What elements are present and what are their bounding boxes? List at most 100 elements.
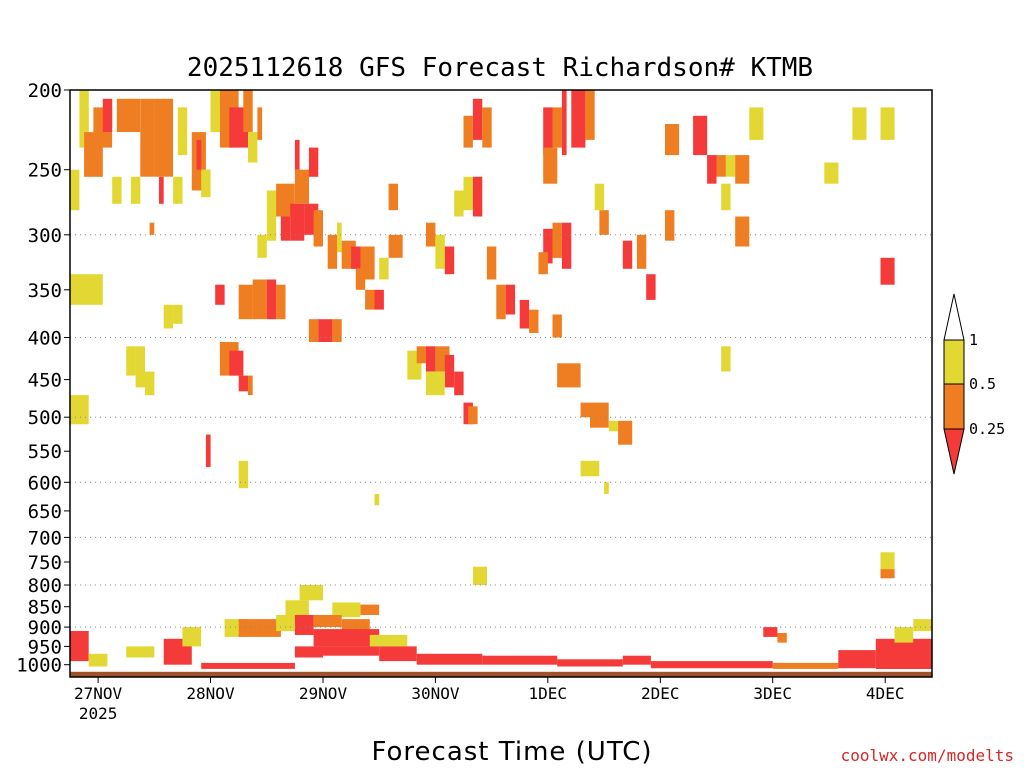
y-tick-label: 600 <box>28 472 62 494</box>
ri-patch-red <box>763 627 778 637</box>
ri-patch-red <box>70 631 89 662</box>
ri-patch-orange <box>538 252 548 275</box>
ri-patch-orange <box>116 98 141 132</box>
ri-patch-yellow <box>824 162 839 184</box>
colorbar-top-arrow <box>943 293 965 341</box>
ri-patch-orange <box>543 147 558 184</box>
y-tick-label: 1000 <box>16 655 62 677</box>
x-tick-label: 2DEC <box>641 684 680 703</box>
ri-patch-orange <box>590 402 609 428</box>
y-tick-label: 650 <box>28 501 62 523</box>
ri-patch-red <box>308 147 319 177</box>
y-tick-label: 500 <box>28 407 62 429</box>
ri-patch-yellow <box>163 304 174 329</box>
plot-area <box>69 89 933 678</box>
ri-patch-yellow <box>454 190 464 217</box>
colorbar-bin-yellow <box>943 339 965 385</box>
ri-patch-yellow <box>182 627 202 647</box>
x-tick-label: 29NOV <box>299 684 348 703</box>
ri-patch-yellow <box>266 190 277 241</box>
ri-patch-orange <box>468 406 478 425</box>
ri-patch-orange <box>463 115 473 148</box>
ri-patch-orange <box>580 402 590 418</box>
ri-patch-yellow <box>880 552 895 569</box>
ri-patch-yellow <box>894 627 914 643</box>
ri-patch-yellow <box>472 566 487 585</box>
ri-patch-red <box>266 279 277 320</box>
ri-patch-orange <box>557 363 581 388</box>
ri-patch-orange <box>360 246 375 280</box>
ri-patch-red <box>351 246 361 269</box>
ri-patch-orange <box>313 210 323 247</box>
ri-patch-red <box>571 90 586 148</box>
ri-patch-red <box>561 222 572 269</box>
ri-patch-yellow <box>276 615 295 632</box>
ri-patch-yellow <box>332 602 361 618</box>
ri-patch-yellow <box>112 176 122 204</box>
ri-patch-orange <box>248 375 253 396</box>
y-tick-label: 800 <box>28 575 62 597</box>
ri-patches <box>70 90 932 669</box>
ri-patch-yellow <box>369 634 408 647</box>
ri-patch-red <box>561 90 567 156</box>
ri-patch-red <box>454 371 464 396</box>
x-axis-label: Forecast Time (UTC) <box>371 737 652 767</box>
ri-patch-yellow <box>880 107 895 140</box>
ri-patch-red <box>557 659 623 667</box>
ri-patch-yellow <box>594 183 605 211</box>
y-tick-label: 250 <box>28 160 62 182</box>
colorbar-tick-label: 0.5 <box>969 375 996 393</box>
ri-patch-yellow <box>70 169 80 211</box>
ri-patch-red <box>379 646 417 662</box>
ri-patch-yellow <box>126 646 155 658</box>
y-tick-label: 850 <box>28 597 62 619</box>
ri-patch-orange <box>388 183 398 211</box>
y-tick-label: 950 <box>28 636 62 658</box>
y-tick-label: 550 <box>28 441 62 463</box>
ground-layer <box>70 671 932 677</box>
ri-patch-yellow <box>201 169 211 198</box>
ri-patch-orange <box>252 279 267 320</box>
y-tick-label: 350 <box>28 280 62 302</box>
ri-patch-yellow <box>70 395 89 425</box>
ri-patch-yellow <box>580 460 600 477</box>
ri-patch-yellow <box>248 132 258 163</box>
credit-text: coolwx.com/modelts <box>841 746 1014 765</box>
y-tick-label: 450 <box>28 370 62 392</box>
ri-patch-yellow <box>426 371 445 396</box>
ri-patch-red <box>280 216 291 241</box>
ri-patch-red <box>707 155 717 184</box>
ri-patch-red <box>543 228 553 264</box>
ri-patch-yellow <box>725 155 736 177</box>
ri-patch-yellow <box>126 346 136 376</box>
ri-patch-red <box>444 354 455 388</box>
ri-patch-orange <box>140 98 155 177</box>
ri-patch-red <box>838 650 876 669</box>
ri-patch-yellow <box>257 234 267 258</box>
ri-patch-orange <box>388 234 403 258</box>
ri-patch-red <box>444 246 455 275</box>
ri-patch-orange <box>276 183 295 217</box>
ri-patch-yellow <box>749 107 764 140</box>
ri-patch-yellow <box>913 619 932 632</box>
ri-patch-yellow <box>299 585 309 601</box>
ri-patch-orange <box>149 222 155 235</box>
ri-patch-red <box>505 284 516 315</box>
ri-patch-red <box>238 375 249 392</box>
ri-patch-yellow <box>721 346 731 372</box>
ri-patch-yellow <box>70 274 103 305</box>
y-tick-label: 900 <box>28 617 62 639</box>
y-tick-label: 200 <box>28 80 62 102</box>
ri-patch-red <box>229 350 244 376</box>
chart-title: 2025112618 GFS Forecast Richardson# KTMB <box>187 53 813 83</box>
ri-patch-yellow <box>721 183 731 211</box>
ri-patch-orange <box>416 346 427 364</box>
ri-patch-orange <box>308 319 319 342</box>
ri-patch-red <box>294 615 314 635</box>
ri-patch-yellow <box>379 257 389 280</box>
ri-patch-red <box>374 289 384 310</box>
ri-patch-orange <box>552 314 562 338</box>
ri-patch-orange <box>552 107 562 148</box>
ri-patch-orange <box>243 90 253 133</box>
